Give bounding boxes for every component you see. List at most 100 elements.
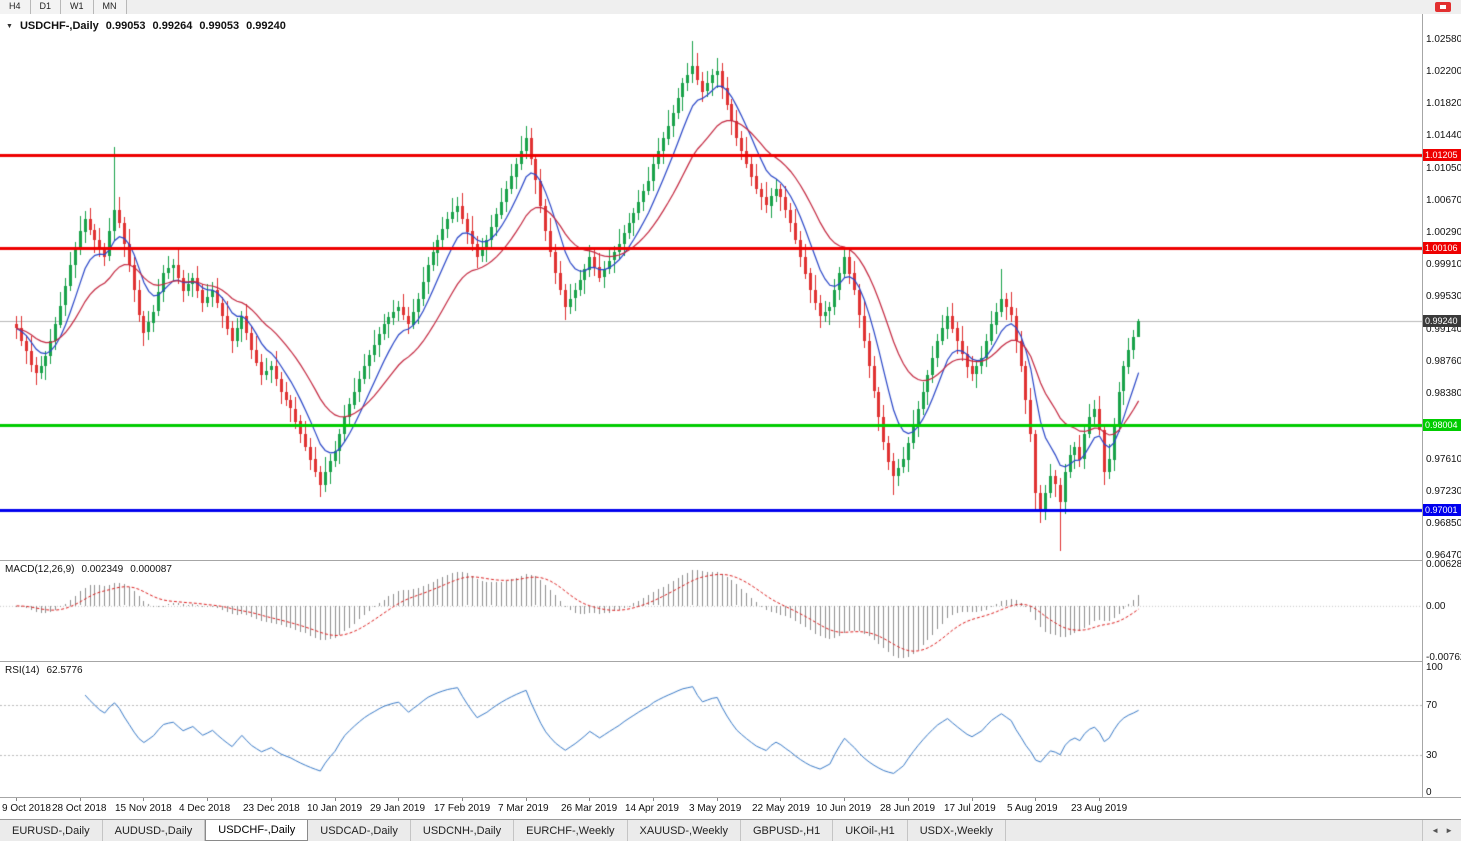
- price-axis-label: 0.97230: [1426, 485, 1461, 497]
- chart-tab-xauusd[interactable]: XAUUSD-,Weekly: [628, 820, 741, 841]
- price-axis-label: 0.98380: [1426, 388, 1461, 400]
- timeframe-button-mn[interactable]: MN: [93, 0, 127, 14]
- price-axis-label: 0.96470: [1426, 549, 1461, 561]
- time-axis[interactable]: 9 Oct 2018 28 Oct 2018 15 Nov 2018 4 Dec 20…: [0, 797, 1461, 820]
- panel-separator[interactable]: [0, 661, 1461, 662]
- date-label: 28 Jun 2019: [880, 803, 936, 814]
- time-tick: [80, 798, 81, 801]
- current-price-tag: 0.99240: [1423, 314, 1461, 327]
- date-label: 15 Nov 2018: [115, 803, 172, 814]
- time-tick: [335, 798, 336, 801]
- chart-window: ▼ USDCHF-,Daily 0.99053 0.99264 0.99053 …: [0, 14, 1461, 820]
- rsi-axis-label: 100: [1426, 662, 1443, 673]
- price-axis-label: 1.01050: [1426, 162, 1461, 174]
- chart-tab-audusd[interactable]: AUDUSD-,Daily: [103, 820, 206, 841]
- time-tick: [717, 798, 718, 801]
- time-tick: [143, 798, 144, 801]
- rsi-value: 62.5776: [46, 665, 83, 676]
- price-axis-label: 0.96850: [1426, 517, 1461, 529]
- macd-main-value: 0.002349: [81, 564, 124, 575]
- chart-symbol-label: USDCHF-,Daily: [19, 20, 99, 32]
- chart-tab-eurusd[interactable]: EURUSD-,Daily: [0, 820, 103, 841]
- time-tick: [398, 798, 399, 801]
- timeframe-button-w1[interactable]: W1: [61, 0, 94, 14]
- timeframe-buttons: H4 D1 W1 MN: [0, 0, 127, 14]
- timeframe-button-d1[interactable]: D1: [30, 0, 62, 14]
- chart-tab-ukoil[interactable]: UKOil-,H1: [833, 820, 908, 841]
- price-scale-axis[interactable]: 1.02580 1.02200 1.01820 1.01440 1.01050 1.006…: [1422, 14, 1461, 798]
- date-label: 28 Oct 2018: [52, 803, 107, 814]
- chart-title: ▼ USDCHF-,Daily 0.99053 0.99264 0.99053 …: [6, 20, 286, 32]
- ohlc-high: 0.99264: [152, 20, 193, 32]
- hline-price-tag: 1.01205: [1423, 148, 1461, 161]
- tab-scroll-right-icon[interactable]: ►: [1445, 826, 1453, 835]
- time-tick: [526, 798, 527, 801]
- date-label: 17 Feb 2019: [434, 803, 491, 814]
- chart-tab-usdchf[interactable]: USDCHF-,Daily: [205, 820, 309, 841]
- hline-price-tag: 0.98004: [1423, 419, 1461, 432]
- time-tick: [780, 798, 781, 801]
- date-label: 4 Dec 2018: [179, 803, 231, 814]
- hline-price-tag: 1.00106: [1423, 241, 1461, 254]
- time-tick: [1035, 798, 1036, 801]
- chart-tab-usdcnh[interactable]: USDCNH-,Daily: [411, 820, 515, 841]
- price-axis-label: 1.02200: [1426, 65, 1461, 77]
- price-axis-label: 1.02580: [1426, 33, 1461, 45]
- macd-label: MACD(12,26,9): [5, 564, 75, 575]
- timeframe-button-h4[interactable]: H4: [0, 0, 31, 14]
- period-toolbar: H4 D1 W1 MN: [0, 0, 1461, 15]
- time-tick: [271, 798, 272, 801]
- date-label: 3 May 2019: [689, 803, 742, 814]
- macd-indicator-canvas[interactable]: [0, 561, 1422, 661]
- price-axis-label: 1.00670: [1426, 194, 1461, 206]
- panel-separator[interactable]: [0, 560, 1461, 561]
- chart-tabs-list: EURUSD-,Daily AUDUSD-,Daily USDCHF-,Daily U…: [0, 820, 1422, 841]
- date-label: 5 Aug 2019: [1007, 803, 1058, 814]
- price-axis-label: 1.00290: [1426, 227, 1461, 239]
- macd-axis-label: -0.00762: [1426, 652, 1461, 664]
- date-label: 9 Oct 2018: [2, 803, 51, 814]
- close-chart-icon[interactable]: [1435, 2, 1451, 12]
- chart-tab-usdx[interactable]: USDX-,Weekly: [908, 820, 1006, 841]
- time-tick: [908, 798, 909, 801]
- macd-title: MACD(12,26,9) 0.002349 0.000087: [5, 564, 172, 575]
- date-label: 10 Jun 2019: [816, 803, 872, 814]
- collapse-arrow-icon[interactable]: ▼: [6, 22, 13, 30]
- rsi-label: RSI(14): [5, 665, 40, 676]
- chart-tab-eurchf[interactable]: EURCHF-,Weekly: [514, 820, 628, 841]
- price-axis-label: 1.01440: [1426, 129, 1461, 141]
- rsi-axis-label: 70: [1426, 699, 1438, 711]
- tab-scroll-controls: ◄ ►: [1422, 820, 1461, 841]
- date-label: 22 May 2019: [752, 803, 810, 814]
- date-label: 23 Dec 2018: [243, 803, 300, 814]
- time-tick: [589, 798, 590, 801]
- date-label: 7 Mar 2019: [498, 803, 549, 814]
- chart-tab-usdcad[interactable]: USDCAD-,Daily: [308, 820, 411, 841]
- time-tick: [1099, 798, 1100, 801]
- macd-axis-label: 0.00628: [1426, 558, 1461, 570]
- time-tick: [16, 798, 17, 801]
- price-axis-label: 0.99140: [1426, 324, 1461, 336]
- ohlc-low: 0.99053: [199, 20, 240, 32]
- price-axis-label: 0.97610: [1426, 453, 1461, 465]
- macd-axis-label: 0.00: [1426, 600, 1446, 612]
- price-axis-label: 0.98760: [1426, 356, 1461, 368]
- chart-tabs-bar: EURUSD-,Daily AUDUSD-,Daily USDCHF-,Daily U…: [0, 819, 1461, 841]
- time-tick: [653, 798, 654, 801]
- rsi-axis-label: 0: [1426, 787, 1432, 798]
- date-label: 10 Jan 2019: [307, 803, 363, 814]
- rsi-indicator-canvas[interactable]: [0, 662, 1422, 797]
- chart-tab-gbpusd[interactable]: GBPUSD-,H1: [741, 820, 834, 841]
- price-axis-label: 0.99530: [1426, 291, 1461, 303]
- date-label: 17 Jul 2019: [944, 803, 996, 814]
- price-axis-label: 1.01820: [1426, 97, 1461, 109]
- price-chart-canvas[interactable]: [0, 14, 1422, 560]
- date-label: 23 Aug 2019: [1071, 803, 1128, 814]
- rsi-title: RSI(14) 62.5776: [5, 665, 83, 676]
- hline-price-tag: 0.97001: [1423, 504, 1461, 517]
- date-label: 14 Apr 2019: [625, 803, 679, 814]
- tab-scroll-left-icon[interactable]: ◄: [1431, 826, 1440, 835]
- time-tick: [844, 798, 845, 801]
- rsi-axis-label: 30: [1426, 749, 1438, 761]
